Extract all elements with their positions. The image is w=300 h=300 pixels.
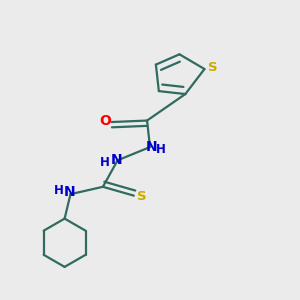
Text: H: H <box>54 184 64 197</box>
Text: S: S <box>137 190 147 203</box>
Text: N: N <box>111 153 122 167</box>
Text: O: O <box>99 114 111 128</box>
Text: N: N <box>146 140 157 154</box>
Text: H: H <box>156 143 166 157</box>
Text: S: S <box>208 61 218 74</box>
Text: H: H <box>100 156 110 169</box>
Text: N: N <box>64 185 76 200</box>
